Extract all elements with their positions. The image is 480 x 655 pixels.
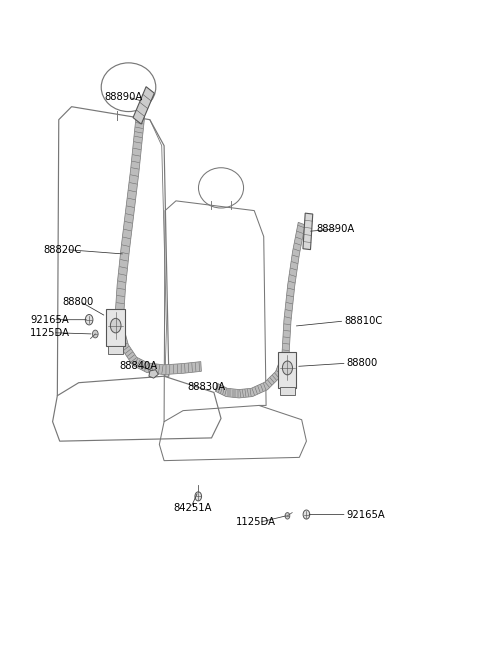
Circle shape bbox=[282, 361, 292, 375]
Text: 88820C: 88820C bbox=[43, 244, 81, 255]
Text: 1125DA: 1125DA bbox=[236, 517, 276, 527]
FancyBboxPatch shape bbox=[278, 352, 297, 388]
Text: 88800: 88800 bbox=[347, 358, 378, 368]
Polygon shape bbox=[115, 115, 144, 322]
Text: 88890A: 88890A bbox=[316, 224, 354, 234]
Polygon shape bbox=[149, 369, 158, 378]
Text: 88800: 88800 bbox=[62, 297, 93, 307]
Polygon shape bbox=[116, 322, 202, 375]
FancyBboxPatch shape bbox=[280, 387, 295, 395]
Text: 88810C: 88810C bbox=[344, 316, 383, 326]
FancyBboxPatch shape bbox=[303, 213, 313, 250]
Circle shape bbox=[93, 330, 98, 338]
FancyBboxPatch shape bbox=[106, 309, 125, 346]
Circle shape bbox=[195, 492, 202, 501]
Text: 88830A: 88830A bbox=[188, 383, 226, 392]
Polygon shape bbox=[215, 353, 288, 398]
Circle shape bbox=[85, 314, 93, 325]
Polygon shape bbox=[282, 222, 305, 354]
Text: 1125DA: 1125DA bbox=[30, 328, 70, 338]
Text: 84251A: 84251A bbox=[174, 503, 212, 513]
Circle shape bbox=[285, 513, 290, 519]
FancyBboxPatch shape bbox=[108, 346, 123, 354]
Text: 92165A: 92165A bbox=[30, 314, 69, 325]
Text: 88890A: 88890A bbox=[105, 92, 143, 102]
Circle shape bbox=[110, 318, 121, 333]
Text: 92165A: 92165A bbox=[347, 510, 385, 519]
Text: 88840A: 88840A bbox=[119, 362, 157, 371]
Polygon shape bbox=[133, 86, 155, 124]
Circle shape bbox=[303, 510, 310, 519]
